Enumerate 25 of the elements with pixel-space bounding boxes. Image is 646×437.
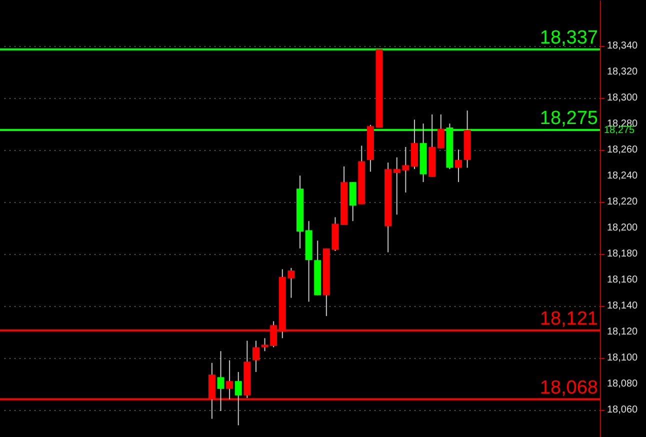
y-tick-label: 18,320 [607, 66, 638, 78]
candlestick [349, 182, 356, 222]
candlestick [217, 350, 224, 412]
y-tick-label: 18,240 [607, 170, 638, 182]
y-tick-label: 18,220 [607, 196, 638, 208]
y-tick-label: 18,200 [607, 222, 638, 234]
y-tick-label: 18,300 [607, 92, 638, 104]
candlestick [252, 340, 260, 372]
candlestick [437, 114, 444, 149]
y-tick-label: 18,080 [607, 378, 638, 390]
ref-line-label: 18,068 [540, 377, 598, 398]
candlestick [234, 371, 242, 426]
candlestick [410, 119, 418, 170]
y-tick-label: 18,120 [607, 326, 638, 338]
ref-line-label: 18,275 [540, 108, 598, 130]
ref-line-label: 18,121 [540, 308, 598, 330]
candlestick [455, 149, 462, 183]
y-tick-label: 18,180 [607, 248, 638, 260]
y-tick-label: 18,260 [607, 144, 638, 156]
y-tick-label: 18,140 [607, 300, 638, 312]
y-tick-label: 18,160 [607, 274, 638, 286]
ref-line-label: 18,337 [540, 27, 598, 48]
y-tick-label: 18,340 [607, 40, 638, 52]
y-tick-label: 18,060 [607, 404, 638, 416]
y-tick-label: 18,100 [607, 352, 638, 364]
